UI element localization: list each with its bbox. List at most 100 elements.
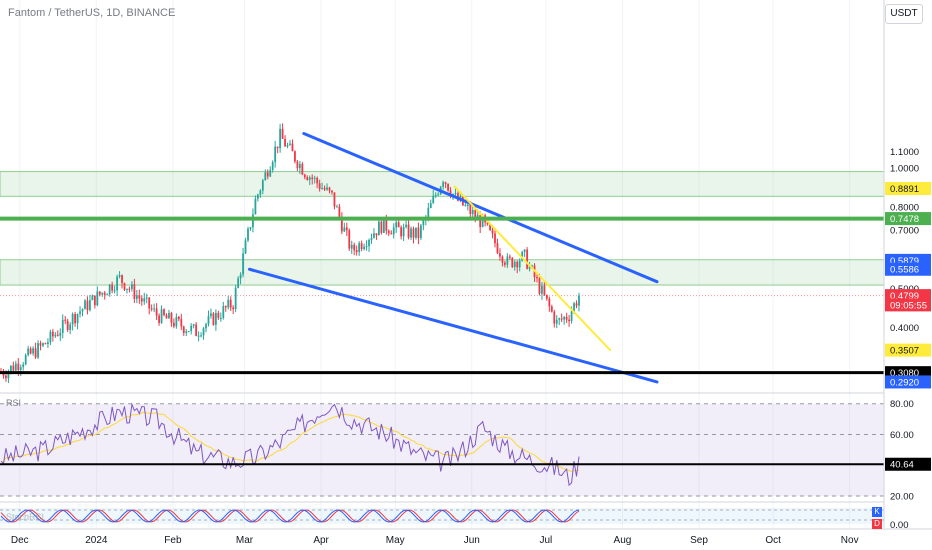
candle-body: [271, 162, 274, 170]
price-badge: [885, 212, 931, 226]
candle-body: [553, 311, 556, 324]
candle-body: [466, 205, 469, 207]
stoch-k-line: [0, 509, 580, 523]
candle-body: [380, 221, 383, 233]
candle-body: [32, 348, 35, 354]
candle-body: [264, 172, 267, 181]
candle-body: [350, 244, 353, 249]
candle-body: [37, 343, 39, 358]
candle-body: [259, 190, 262, 195]
candle-body: [378, 221, 380, 236]
candle-body: [375, 233, 378, 236]
candle-body: [7, 371, 10, 379]
candle-body: [54, 334, 57, 337]
candle-body: [348, 230, 351, 249]
candle-body: [19, 367, 22, 371]
candle-body: [486, 222, 489, 225]
candle-body: [98, 291, 101, 295]
candle-body: [298, 164, 301, 169]
time-tick-label: Nov: [841, 535, 859, 546]
candle-body: [536, 277, 538, 279]
candle-body: [570, 311, 573, 322]
candle-body: [242, 253, 244, 275]
candle-body: [197, 335, 200, 337]
candle-body: [503, 262, 506, 265]
candle-body: [66, 320, 69, 330]
price-badge: [885, 298, 931, 312]
candle-body: [232, 307, 235, 309]
candle-body: [116, 276, 118, 291]
candle-body: [81, 309, 84, 312]
candle-body: [126, 288, 128, 290]
candle-body: [44, 343, 47, 345]
candle-body: [274, 146, 277, 163]
candle-body: [303, 174, 306, 178]
candle-body: [429, 203, 432, 208]
price-badge-label: 0.5586: [890, 265, 919, 276]
candle-body: [158, 315, 160, 323]
price-badge-label: 0.8891: [890, 184, 919, 195]
candle-body: [256, 194, 259, 199]
candle-body: [17, 363, 20, 371]
candle-body: [489, 224, 491, 231]
symbol-title: Fantom / TetherUS, 1D, BINANCE: [8, 7, 176, 19]
candle-body: [415, 227, 417, 238]
candle-body: [516, 261, 519, 268]
candle-body: [247, 228, 249, 241]
candles: [0, 123, 580, 384]
candle-body: [59, 332, 62, 336]
time-tick-label: Oct: [765, 535, 781, 546]
candle-body: [333, 192, 336, 207]
candle-body: [118, 275, 121, 277]
candle-body: [318, 183, 321, 189]
candle-body: [84, 300, 86, 310]
candle-body: [368, 239, 370, 247]
candle-body: [106, 294, 109, 296]
candle-body: [291, 143, 294, 152]
candle-body: [479, 215, 482, 227]
candle-body: [294, 151, 296, 162]
candle-body: [153, 308, 156, 310]
candle-body: [491, 230, 494, 234]
candle-body: [71, 314, 74, 325]
price-badge: [885, 262, 931, 276]
rsi-tick-label: 20.00: [890, 492, 914, 503]
candle-body: [397, 222, 400, 228]
candle-body: [224, 306, 227, 308]
candle-body: [190, 325, 193, 332]
candle-body: [219, 317, 222, 319]
candle-body: [308, 177, 311, 181]
candle-body: [175, 316, 178, 327]
candle-body: [355, 250, 358, 253]
candle-body: [177, 316, 180, 320]
candle-body: [501, 256, 504, 263]
candle-body: [385, 218, 388, 231]
rsi-ma-line: [0, 411, 580, 472]
candle-body: [39, 343, 42, 346]
candle-body: [101, 292, 104, 295]
time-tick-label: May: [386, 535, 405, 546]
candle-body: [79, 311, 81, 314]
candle-body: [42, 343, 44, 346]
currency-button[interactable]: USDT: [885, 4, 923, 24]
stoch-tick-label: 0.00: [890, 520, 909, 531]
candle-body: [289, 143, 291, 145]
candle-body: [276, 146, 279, 149]
candle-body: [286, 144, 289, 147]
candle-body: [321, 187, 323, 189]
candle-body: [528, 265, 531, 269]
candle-body: [200, 335, 202, 337]
candle-body: [5, 375, 7, 379]
candle-body: [531, 265, 533, 267]
candle-body: [548, 298, 551, 307]
candle-body: [405, 224, 407, 228]
candle-body: [336, 206, 338, 208]
candle-body: [340, 216, 343, 232]
time-tick-label: Sep: [690, 535, 708, 546]
time-tick-label: Apr: [313, 535, 329, 546]
candle-body: [338, 206, 341, 217]
candle-body: [64, 319, 67, 321]
candle-body: [86, 300, 89, 311]
candle-body: [163, 309, 165, 316]
